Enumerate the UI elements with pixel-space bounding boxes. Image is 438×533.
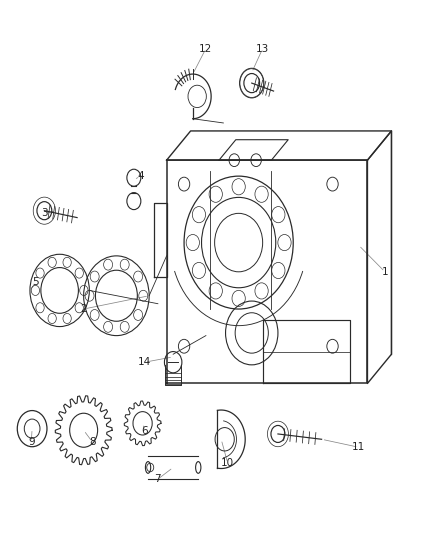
Text: 9: 9 — [28, 437, 35, 447]
Text: 10: 10 — [221, 458, 234, 468]
Text: 11: 11 — [352, 442, 365, 452]
Text: 12: 12 — [199, 44, 212, 53]
Text: 13: 13 — [256, 44, 269, 53]
Text: 3: 3 — [41, 208, 48, 219]
Text: 1: 1 — [381, 267, 388, 277]
Text: 5: 5 — [32, 278, 39, 287]
Text: 2: 2 — [80, 304, 87, 314]
Text: 7: 7 — [155, 474, 161, 484]
Text: 6: 6 — [141, 426, 148, 437]
Text: 8: 8 — [89, 437, 95, 447]
Text: 4: 4 — [137, 171, 144, 181]
Text: 14: 14 — [138, 357, 152, 367]
